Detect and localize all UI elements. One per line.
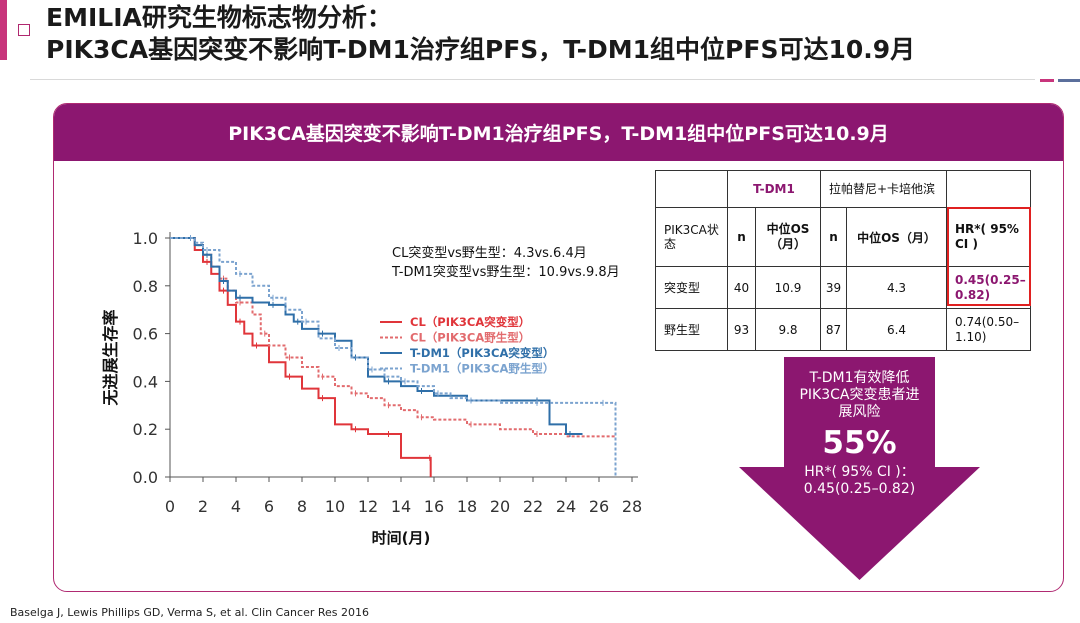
table-col-n2: n xyxy=(820,207,847,267)
x-tick-label: 12 xyxy=(358,497,378,516)
row-hr: 0.45(0.25–0.82) xyxy=(946,266,1031,309)
corner-dash-blue xyxy=(1058,79,1080,82)
corner-dash-pink xyxy=(1040,79,1054,82)
y-axis-label: 无进展生存率 xyxy=(101,309,120,406)
x-tick-label: 28 xyxy=(622,497,642,516)
arrow-shape xyxy=(739,357,980,580)
table-header-lapatinib: 拉帕替尼+卡培他滨 xyxy=(820,170,947,208)
table-row: 野生型 93 9.8 87 6.4 0.74(0.50–1.10) xyxy=(655,308,1031,351)
y-tick-label: 0.8 xyxy=(133,277,158,296)
x-tick-label: 16 xyxy=(424,497,444,516)
page-title: EMILIA研究生物标志物分析： PIK3CA基因突变不影响T-DM1治疗组PF… xyxy=(46,2,915,66)
table-col-n: n xyxy=(727,207,756,267)
risk-reduction-arrow: T-DM1有效降低PIK3CA突变患者进展风险 55% HR*( 95% CI … xyxy=(739,357,980,580)
row-status: 野生型 xyxy=(655,308,728,351)
x-tick-label: 10 xyxy=(325,497,345,516)
arrow-text-top: T-DM1有效降低PIK3CA突变患者进展风险 xyxy=(799,370,920,420)
row-os1: 9.8 xyxy=(755,308,821,351)
table-row: 突变型 40 10.9 39 4.3 0.45(0.25–0.82) xyxy=(655,266,1031,309)
chart-annotation-1: T-DM1突变型vs野生型：10.9vs.9.8月 xyxy=(391,264,620,280)
x-tick-label: 0 xyxy=(165,497,175,516)
row-n1: 40 xyxy=(727,266,756,309)
x-tick-label: 22 xyxy=(523,497,543,516)
x-tick-label: 2 xyxy=(198,497,208,516)
row-os2: 6.4 xyxy=(846,308,947,351)
series-line-3 xyxy=(170,237,617,477)
legend-label-1: CL（PIK3CA野生型） xyxy=(410,331,530,345)
panel-banner: PIK3CA基因突变不影响T-DM1治疗组PFS，T-DM1组中位PFS可达10… xyxy=(54,104,1063,161)
title-accent-bar xyxy=(0,0,7,60)
row-hr: 0.74(0.50–1.10) xyxy=(946,308,1031,351)
y-tick-label: 0.4 xyxy=(133,372,158,391)
y-tick-label: 0.6 xyxy=(133,325,158,344)
legend-label-0: CL（PIK3CA突变型） xyxy=(410,315,530,329)
row-n1: 93 xyxy=(727,308,756,351)
x-tick-label: 4 xyxy=(231,497,241,516)
series-line-2 xyxy=(170,237,583,435)
x-tick-label: 20 xyxy=(490,497,510,516)
y-tick-label: 0.0 xyxy=(133,468,158,487)
table-col-os2: 中位OS（月） xyxy=(846,207,947,267)
table-header-blank xyxy=(655,170,728,208)
x-tick-label: 18 xyxy=(457,497,477,516)
table-col-hr: HR*( 95% CI ) xyxy=(946,207,1031,267)
table-col-status: PIK3CA状态 xyxy=(655,207,728,267)
x-tick-label: 6 xyxy=(264,497,274,516)
table-header-tdm1: T-DM1 xyxy=(727,170,821,208)
series-line-1 xyxy=(170,237,616,438)
legend-label-3: T-DM1（PIK3CA野生型） xyxy=(410,362,554,376)
page-title-line1: EMILIA研究生物标志物分析： xyxy=(46,3,392,32)
arrow-text-percent: 55% xyxy=(822,425,897,461)
table-header-blank-right xyxy=(946,170,1031,208)
page-title-line2: PIK3CA基因突变不影响T-DM1治疗组PFS，T-DM1组中位PFS可达10… xyxy=(46,35,916,64)
x-tick-label: 8 xyxy=(297,497,307,516)
results-table: T-DM1 拉帕替尼+卡培他滨 PIK3CA状态 n 中位OS（月） n 中位O… xyxy=(655,170,1031,351)
x-tick-label: 14 xyxy=(391,497,411,516)
row-n2: 87 xyxy=(820,308,847,351)
y-tick-label: 0.2 xyxy=(133,420,158,439)
legend-label-2: T-DM1（PIK3CA突变型） xyxy=(410,346,554,360)
x-axis-label: 时间(月) xyxy=(372,529,431,547)
chart-annotation-0: CL突变型vs野生型：4.3vs.6.4月 xyxy=(392,245,587,261)
row-os1: 10.9 xyxy=(755,266,821,309)
arrow-text-hr: HR*( 95% CI )：0.45(0.25–0.82) xyxy=(803,464,916,497)
title-divider xyxy=(30,79,1035,80)
row-status: 突变型 xyxy=(655,266,728,309)
x-tick-label: 26 xyxy=(589,497,609,516)
title-square-icon xyxy=(18,24,30,36)
footnote: Baselga J, Lewis Phillips GD, Verma S, e… xyxy=(10,606,369,619)
y-tick-label: 1.0 xyxy=(133,229,158,248)
table-col-os: 中位OS（月） xyxy=(755,207,821,267)
row-n2: 39 xyxy=(820,266,847,309)
row-os2: 4.3 xyxy=(846,266,947,309)
x-tick-label: 24 xyxy=(556,497,576,516)
